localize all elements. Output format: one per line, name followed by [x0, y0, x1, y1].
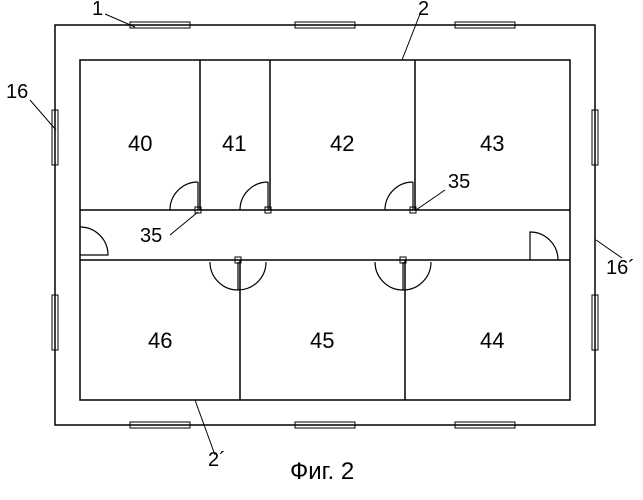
callout-2p: 2´: [208, 450, 226, 470]
callout-1: 1: [92, 0, 103, 19]
floor-plan-figure: 40 41 42 43 44 45 46 1 2 16 16´ 35 35 2´…: [0, 0, 643, 500]
callout-16: 16: [6, 82, 28, 102]
room-43-label: 43: [480, 133, 504, 155]
callout-16p: 16´: [606, 258, 635, 278]
room-44-label: 44: [480, 330, 504, 352]
room-41-label: 41: [222, 133, 246, 155]
callout-2: 2: [418, 0, 429, 19]
callout-35-right: 35: [448, 172, 470, 192]
room-42-label: 42: [330, 133, 354, 155]
callout-35-left: 35: [140, 226, 162, 246]
figure-caption: Фиг. 2: [290, 460, 354, 484]
diagram-svg: [0, 0, 643, 500]
room-45-label: 45: [310, 330, 334, 352]
room-46-label: 46: [148, 330, 172, 352]
room-40-label: 40: [128, 133, 152, 155]
